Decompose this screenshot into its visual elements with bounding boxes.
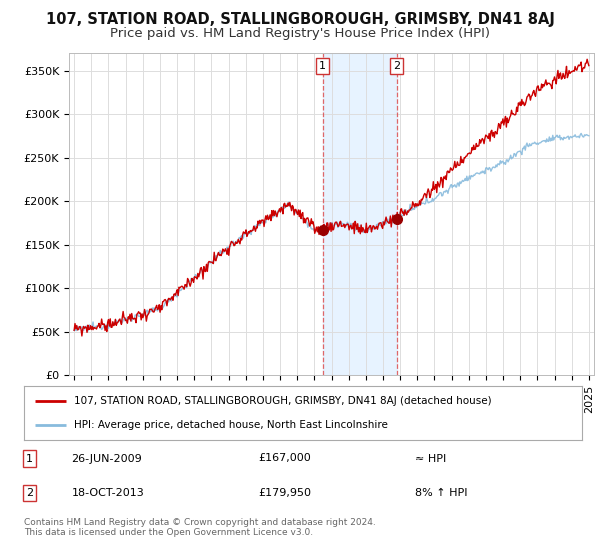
Text: ≈ HPI: ≈ HPI: [415, 454, 446, 464]
Bar: [323, 53, 397, 375]
Text: 1: 1: [319, 61, 326, 71]
Text: HPI: Average price, detached house, North East Lincolnshire: HPI: Average price, detached house, Nort…: [74, 419, 388, 430]
Text: 1: 1: [26, 454, 33, 464]
Text: 8% ↑ HPI: 8% ↑ HPI: [415, 488, 467, 498]
Text: 26-JUN-2009: 26-JUN-2009: [71, 454, 142, 464]
Text: Contains HM Land Registry data © Crown copyright and database right 2024.
This d: Contains HM Land Registry data © Crown c…: [24, 518, 376, 538]
Text: £179,950: £179,950: [259, 488, 311, 498]
Text: 2: 2: [26, 488, 33, 498]
Text: 107, STATION ROAD, STALLINGBOROUGH, GRIMSBY, DN41 8AJ: 107, STATION ROAD, STALLINGBOROUGH, GRIM…: [46, 12, 554, 27]
Text: 18-OCT-2013: 18-OCT-2013: [71, 488, 144, 498]
Text: Price paid vs. HM Land Registry's House Price Index (HPI): Price paid vs. HM Land Registry's House …: [110, 27, 490, 40]
Text: 107, STATION ROAD, STALLINGBOROUGH, GRIMSBY, DN41 8AJ (detached house): 107, STATION ROAD, STALLINGBOROUGH, GRIM…: [74, 396, 492, 407]
Text: £167,000: £167,000: [259, 454, 311, 464]
Text: 2: 2: [393, 61, 400, 71]
